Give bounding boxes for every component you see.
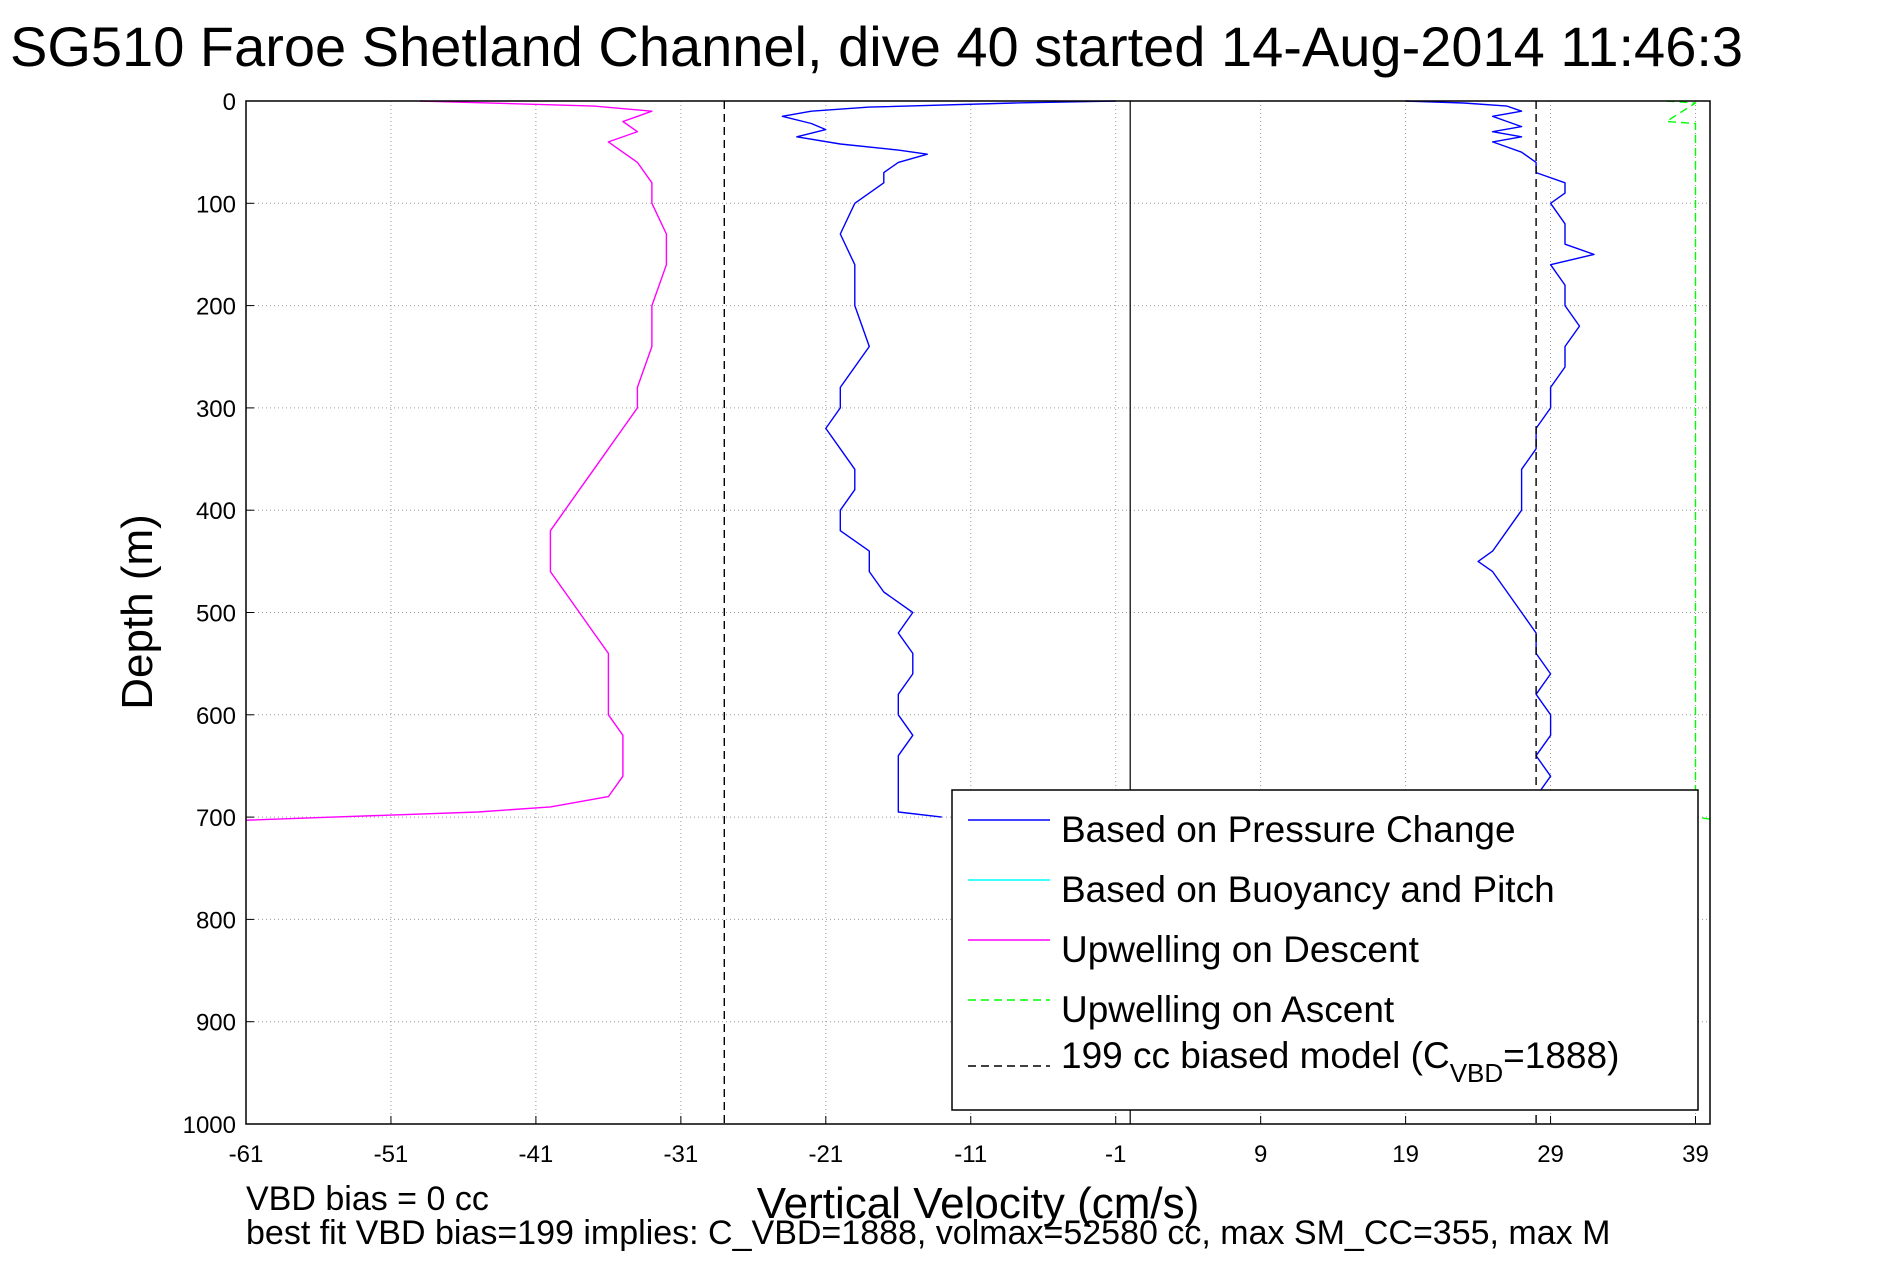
legend-model-prefix: 199 cc biased model (C xyxy=(1061,1035,1450,1076)
x-axis-label: Vertical Velocity (cm/s) xyxy=(757,1179,1200,1228)
legend-label-pressure: Based on Pressure Change xyxy=(1061,809,1516,850)
x-tick-label: -1 xyxy=(1105,1141,1126,1168)
y-tick-label: 300 xyxy=(196,396,236,423)
x-tick-label: -41 xyxy=(519,1141,554,1168)
legend-label-buoyancy: Based on Buoyancy and Pitch xyxy=(1061,869,1555,910)
chart-title: SG510 Faroe Shetland Channel, dive 40 st… xyxy=(10,15,1743,78)
x-tick-label: 9 xyxy=(1254,1141,1267,1168)
x-tick-label: 19 xyxy=(1392,1141,1419,1168)
y-tick-label: 100 xyxy=(196,191,236,218)
note-best-fit: best fit VBD bias=199 implies: C_VBD=188… xyxy=(246,1214,1610,1252)
legend-label-descent: Upwelling on Descent xyxy=(1061,929,1420,970)
y-tick-label: 1000 xyxy=(183,1112,236,1139)
y-tick-label: 900 xyxy=(196,1010,236,1037)
x-tick-label: 39 xyxy=(1682,1141,1709,1168)
legend-model-sub: VBD xyxy=(1450,1058,1503,1088)
legend-label-ascent: Upwelling on Ascent xyxy=(1061,989,1395,1030)
y-axis-label: Depth (m) xyxy=(113,514,162,710)
legend-box xyxy=(951,789,1699,1111)
y-tick-label: 200 xyxy=(196,294,236,321)
legend-label-model: 199 cc biased model (CVBD=1888) xyxy=(1061,1035,1619,1088)
legend: Based on Pressure Change Based on Buoyan… xyxy=(951,789,1699,1111)
y-tick-label: 600 xyxy=(196,703,236,730)
y-tick-label: 500 xyxy=(196,601,236,628)
y-tick-label: 700 xyxy=(196,805,236,832)
series-line-3 xyxy=(1405,100,1595,818)
note-vbd-bias: VBD bias = 0 cc xyxy=(246,1180,489,1218)
x-tick-label: -31 xyxy=(664,1141,699,1168)
series-layer xyxy=(245,100,1711,1124)
x-tick-label: -61 xyxy=(229,1141,264,1168)
series-line-1 xyxy=(245,100,668,821)
ticks: -61 -51 -41 -31 -21 -11 -1 9 19 29 39 0 100 200 300 400… xyxy=(183,89,1709,1168)
y-tick-label: 800 xyxy=(196,907,236,934)
x-tick-label: -51 xyxy=(374,1141,409,1168)
series-line-0 xyxy=(781,100,1116,818)
y-tick-label: 0 xyxy=(223,89,236,116)
x-tick-label: -21 xyxy=(808,1141,843,1168)
y-tick-label: 400 xyxy=(196,498,236,525)
x-tick-label: 29 xyxy=(1537,1141,1564,1168)
series-line-2 xyxy=(1665,100,1711,820)
legend-model-suffix: =1888) xyxy=(1503,1035,1619,1076)
x-tick-label: -11 xyxy=(954,1141,987,1168)
